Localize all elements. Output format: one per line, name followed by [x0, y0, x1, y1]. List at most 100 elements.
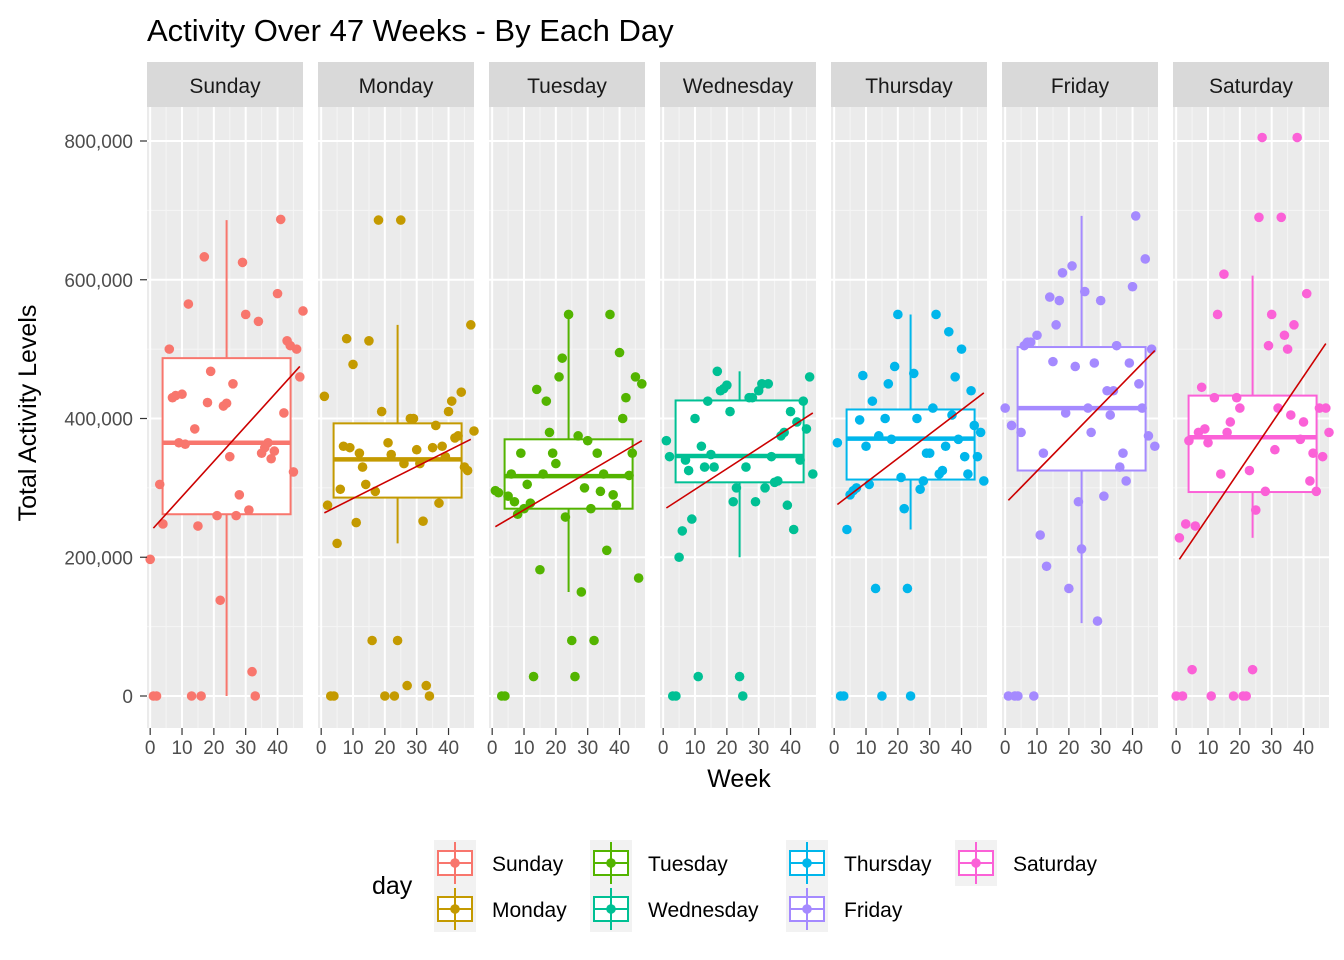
- y-axis: 0 200,000 400,000 600,000 800,000: [64, 132, 147, 708]
- data-point: [566, 635, 577, 646]
- data-point: [1254, 212, 1264, 223]
- x-tick-label: 40: [267, 738, 288, 759]
- data-point: [579, 483, 590, 493]
- x-tick-label: 0: [658, 738, 669, 759]
- data-point: [345, 442, 355, 453]
- box-iqr: [674, 399, 805, 484]
- legend-title: day: [372, 872, 413, 900]
- data-point: [1048, 356, 1058, 367]
- data-point: [731, 483, 742, 493]
- data-point: [231, 510, 241, 521]
- data-point: [896, 472, 906, 483]
- facet-strip-label: Sunday: [189, 75, 261, 98]
- data-point: [402, 680, 412, 691]
- data-point: [1038, 448, 1049, 458]
- data-point: [395, 215, 406, 225]
- data-point: [1190, 521, 1201, 531]
- data-point: [427, 442, 438, 453]
- data-point: [854, 415, 865, 425]
- data-point: [1143, 431, 1154, 441]
- legend-entry-saturday: Saturday: [955, 840, 1098, 886]
- data-point: [437, 441, 447, 452]
- data-point: [1321, 403, 1331, 413]
- x-tick-label: 0: [1000, 738, 1011, 759]
- legend-label: Friday: [844, 899, 903, 922]
- data-point: [522, 479, 533, 490]
- data-point: [880, 413, 890, 424]
- data-point: [893, 309, 903, 320]
- data-point: [1266, 309, 1277, 320]
- data-point: [1187, 664, 1197, 675]
- data-point: [164, 344, 175, 354]
- x-tick-label: 30: [1090, 738, 1111, 759]
- data-point: [1016, 427, 1026, 438]
- y-tick-label: 200,000: [64, 548, 133, 569]
- data-point: [453, 431, 463, 441]
- data-point: [1295, 434, 1306, 445]
- data-point: [972, 451, 983, 462]
- data-point: [832, 437, 843, 448]
- data-point: [1044, 292, 1055, 302]
- data-point: [608, 490, 618, 500]
- data-point: [279, 408, 289, 418]
- data-point: [975, 427, 986, 438]
- data-point: [1289, 320, 1299, 330]
- data-point: [943, 326, 954, 337]
- data-point: [969, 420, 980, 431]
- data-point: [544, 427, 555, 438]
- data-point: [785, 406, 796, 417]
- x-axis-title: Week: [707, 765, 771, 793]
- data-point: [373, 215, 384, 225]
- data-point: [500, 691, 510, 701]
- data-point: [332, 538, 342, 549]
- data-point: [1111, 340, 1122, 351]
- x-tick-label: 30: [406, 738, 427, 759]
- data-point: [151, 691, 162, 701]
- data-point: [383, 437, 393, 448]
- data-point: [801, 424, 812, 434]
- facet-strip-label: Wednesday: [683, 75, 794, 98]
- legend: day Sunday Monday Tuesday Wednesday Thursday…: [372, 840, 1098, 932]
- data-point: [1317, 451, 1328, 462]
- data-point: [1114, 462, 1125, 472]
- data-point: [541, 396, 552, 406]
- facet-strip-label: Saturday: [1209, 75, 1294, 98]
- data-point: [469, 426, 479, 436]
- y-tick-label: 400,000: [64, 410, 133, 431]
- data-point: [516, 448, 526, 458]
- data-point: [424, 691, 435, 701]
- data-point: [766, 451, 777, 462]
- data-point: [699, 462, 710, 472]
- data-point: [335, 484, 346, 495]
- data-point: [528, 671, 539, 682]
- data-point: [186, 691, 197, 701]
- data-point: [158, 519, 168, 529]
- data-point: [947, 410, 957, 420]
- facet-strip-label: Monday: [359, 75, 434, 98]
- x-tick-label: 10: [684, 738, 705, 759]
- x-tick-label: 30: [235, 738, 256, 759]
- data-point: [782, 500, 793, 511]
- data-point: [224, 451, 235, 462]
- data-point: [842, 524, 852, 535]
- data-point: [253, 316, 264, 327]
- x-tick-label: 40: [951, 738, 972, 759]
- facet-panel-thursday: Thursday 0 10 20 30 40: [829, 62, 989, 759]
- facet-strip-label: Thursday: [865, 75, 953, 98]
- data-point: [351, 517, 362, 528]
- data-point: [509, 496, 520, 507]
- legend-label: Tuesday: [648, 853, 728, 876]
- data-point: [940, 441, 951, 452]
- data-point: [950, 372, 960, 382]
- data-point: [364, 336, 374, 346]
- x-tick-label: 10: [342, 738, 363, 759]
- data-point: [462, 465, 473, 476]
- data-point: [671, 691, 681, 701]
- data-point: [877, 691, 887, 701]
- data-point: [1282, 344, 1293, 354]
- data-point: [1305, 476, 1315, 486]
- facet-strip: [147, 62, 303, 107]
- data-point: [966, 385, 976, 396]
- data-point: [177, 389, 187, 400]
